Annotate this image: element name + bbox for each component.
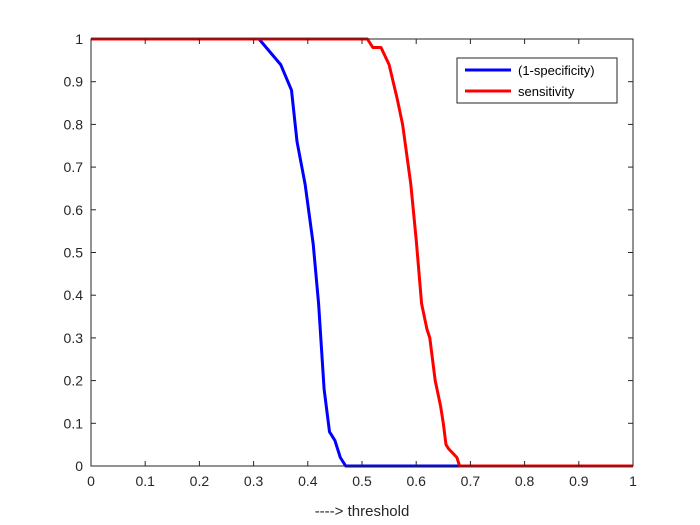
y-tick-label: 0.8 bbox=[64, 116, 84, 132]
x-tick-label: 0.5 bbox=[352, 473, 372, 489]
x-tick-label: 0.7 bbox=[461, 473, 481, 489]
y-tick-label: 0.1 bbox=[64, 415, 84, 431]
y-tick-label: 1 bbox=[75, 31, 83, 47]
x-tick-label: 1 bbox=[629, 473, 637, 489]
y-tick-label: 0.6 bbox=[64, 202, 84, 218]
x-tick-label: 0.1 bbox=[135, 473, 155, 489]
x-tick-label: 0.4 bbox=[298, 473, 318, 489]
x-tick-label: 0.9 bbox=[569, 473, 589, 489]
y-tick-label: 0.9 bbox=[64, 74, 84, 90]
x-tick-label: 0.8 bbox=[515, 473, 535, 489]
legend: (1-specificity) sensitivity bbox=[456, 57, 618, 104]
y-tick-label: 0.4 bbox=[64, 287, 84, 303]
legend-label-sensitivity: sensitivity bbox=[518, 84, 575, 99]
legend-box bbox=[456, 57, 618, 104]
x-tick-label: 0 bbox=[87, 473, 95, 489]
plot-area: 0 0.1 0.2 0.3 0.4 0.5 0.6 0.7 0.8 0.9 1 0 0.1 0.2 0.3 0… bbox=[64, 31, 638, 489]
plot-background bbox=[91, 39, 633, 466]
y-tick-label: 0.3 bbox=[64, 330, 84, 346]
legend-label-1-specificity: (1-specificity) bbox=[518, 63, 595, 78]
y-tick-label: 0.2 bbox=[64, 373, 84, 389]
y-tick-label: 0 bbox=[75, 458, 83, 474]
x-axis-label: ----> threshold bbox=[315, 503, 410, 520]
y-tick-label: 0.7 bbox=[64, 159, 84, 175]
y-tick-label: 0.5 bbox=[64, 245, 84, 261]
x-tick-label: 0.3 bbox=[244, 473, 264, 489]
x-tick-label: 0.2 bbox=[190, 473, 210, 489]
x-tick-label: 0.6 bbox=[406, 473, 426, 489]
